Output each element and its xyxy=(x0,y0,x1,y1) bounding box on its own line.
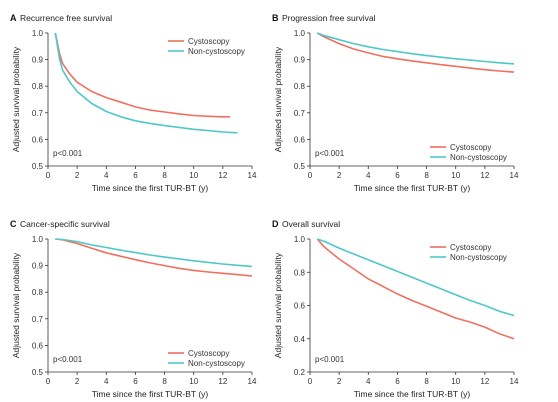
p-value: p<0.001 xyxy=(53,355,83,364)
x-tick-label: 0 xyxy=(46,171,51,180)
x-tick-label: 8 xyxy=(162,377,167,386)
y-tick-label: 0.5 xyxy=(294,162,306,171)
series-line-non-cystoscopy xyxy=(317,32,515,65)
x-axis-label: Time since the first TUR-BT (y) xyxy=(354,389,471,399)
series-line-non-cystoscopy xyxy=(317,238,515,317)
x-tick-label: 2 xyxy=(337,377,342,386)
panel-d: D Overall survival 0 2 4 6 8 10 12 14 0.2 0.4 0.6 0.8… xyxy=(272,219,519,399)
y-tick-label: 0.5 xyxy=(32,162,44,171)
y-tick-label: 0.7 xyxy=(32,315,44,324)
x-tick-label: 0 xyxy=(46,377,51,386)
y-tick-label: 1.0 xyxy=(32,235,44,244)
y-tick-label: 0.8 xyxy=(294,268,306,277)
x-tick-label: 12 xyxy=(218,377,227,386)
x-axis-label: Time since the first TUR-BT (y) xyxy=(92,183,209,193)
panel-title: Overall survival xyxy=(282,219,340,229)
panel-letter: A xyxy=(10,13,17,23)
x-tick-label: 10 xyxy=(189,377,198,386)
y-axis-label: Adjusted survival probability xyxy=(11,46,21,152)
panel-letter: C xyxy=(10,219,17,229)
x-tick-label: 10 xyxy=(451,171,460,180)
x-tick-label: 14 xyxy=(248,171,257,180)
y-axis-label: Adjusted survival probability xyxy=(273,46,283,152)
y-axis-label: Adjusted survival probability xyxy=(11,252,21,358)
panel-letter: D xyxy=(272,219,279,229)
y-tick-label: 1.0 xyxy=(32,29,44,38)
legend-label: Non-cystoscopy xyxy=(450,253,507,262)
legend-label: Cystoscopy xyxy=(188,37,229,46)
x-axis-label: Time since the first TUR-BT (y) xyxy=(354,183,471,193)
y-tick-label: 0.5 xyxy=(32,368,44,377)
y-tick-label: 0.6 xyxy=(32,341,44,350)
series-line-cystoscopy xyxy=(55,238,253,277)
p-value: p<0.001 xyxy=(315,149,345,158)
panel-title: Cancer-specific survival xyxy=(20,219,110,229)
x-tick-label: 2 xyxy=(337,171,342,180)
panel-letter: B xyxy=(272,13,279,23)
x-tick-label: 6 xyxy=(133,171,138,180)
x-tick-label: 6 xyxy=(395,377,400,386)
y-tick-label: 0.9 xyxy=(32,56,44,65)
series-line-non-cystoscopy xyxy=(54,32,238,134)
y-tick-label: 0.2 xyxy=(294,368,306,377)
x-tick-label: 4 xyxy=(104,377,109,386)
legend-label: Non-cystoscopy xyxy=(188,359,245,368)
panel-title: Recurrence free survival xyxy=(20,13,112,23)
x-axis-label: Time since the first TUR-BT (y) xyxy=(92,389,209,399)
y-tick-label: 0.7 xyxy=(32,109,44,118)
x-tick-label: 14 xyxy=(248,377,257,386)
x-tick-label: 2 xyxy=(75,171,80,180)
x-tick-label: 4 xyxy=(366,377,371,386)
series-line-non-cystoscopy xyxy=(55,238,253,268)
x-tick-label: 4 xyxy=(104,171,109,180)
x-tick-label: 6 xyxy=(133,377,138,386)
y-tick-label: 0.8 xyxy=(32,82,44,91)
x-tick-label: 10 xyxy=(189,171,198,180)
x-tick-label: 6 xyxy=(395,171,400,180)
x-tick-label: 0 xyxy=(308,377,313,386)
legend-label: Cystoscopy xyxy=(450,143,491,152)
y-tick-label: 1.0 xyxy=(294,235,306,244)
y-tick-label: 1.0 xyxy=(294,29,306,38)
p-value: p<0.001 xyxy=(315,355,345,364)
x-tick-label: 2 xyxy=(75,377,80,386)
x-tick-label: 8 xyxy=(162,171,167,180)
legend-label: Non-cystoscopy xyxy=(188,47,245,56)
x-tick-label: 12 xyxy=(218,171,227,180)
x-tick-label: 0 xyxy=(308,171,313,180)
panel-title: Progression free survival xyxy=(282,13,376,23)
y-tick-label: 0.9 xyxy=(32,262,44,271)
series-line-cystoscopy xyxy=(316,32,515,73)
x-tick-label: 12 xyxy=(480,171,489,180)
y-tick-label: 0.8 xyxy=(294,82,306,91)
y-tick-label: 0.7 xyxy=(294,109,306,118)
y-axis-label: Adjusted survival probability xyxy=(273,252,283,358)
x-tick-label: 10 xyxy=(451,377,460,386)
panel-c: C Cancer-specific survival 0 2 4 6 8 10 12 14 0.5 0… xyxy=(10,219,257,399)
series-line-cystoscopy xyxy=(316,238,515,340)
y-tick-label: 0.6 xyxy=(294,135,306,144)
p-value: p<0.001 xyxy=(53,149,83,158)
panel-a: A Recurrence free survival 0 2 4 6 8 10 12 14 0.5 0… xyxy=(10,13,257,193)
y-tick-label: 0.8 xyxy=(32,288,44,297)
x-tick-label: 14 xyxy=(510,377,519,386)
panel-b: B Progression free survival 0 2 4 6 8 10 12 14 0.5… xyxy=(272,13,519,193)
x-tick-label: 8 xyxy=(424,377,429,386)
x-tick-label: 12 xyxy=(480,377,489,386)
y-tick-label: 0.9 xyxy=(294,56,306,65)
x-tick-label: 8 xyxy=(424,171,429,180)
series-line-cystoscopy xyxy=(54,32,231,118)
legend-label: Non-cystoscopy xyxy=(450,153,507,162)
x-tick-label: 4 xyxy=(366,171,371,180)
legend-label: Cystoscopy xyxy=(188,349,229,358)
y-tick-label: 0.6 xyxy=(294,302,306,311)
x-tick-label: 14 xyxy=(510,171,519,180)
y-tick-label: 0.6 xyxy=(32,135,44,144)
y-tick-label: 0.4 xyxy=(294,335,306,344)
legend-label: Cystoscopy xyxy=(450,243,491,252)
